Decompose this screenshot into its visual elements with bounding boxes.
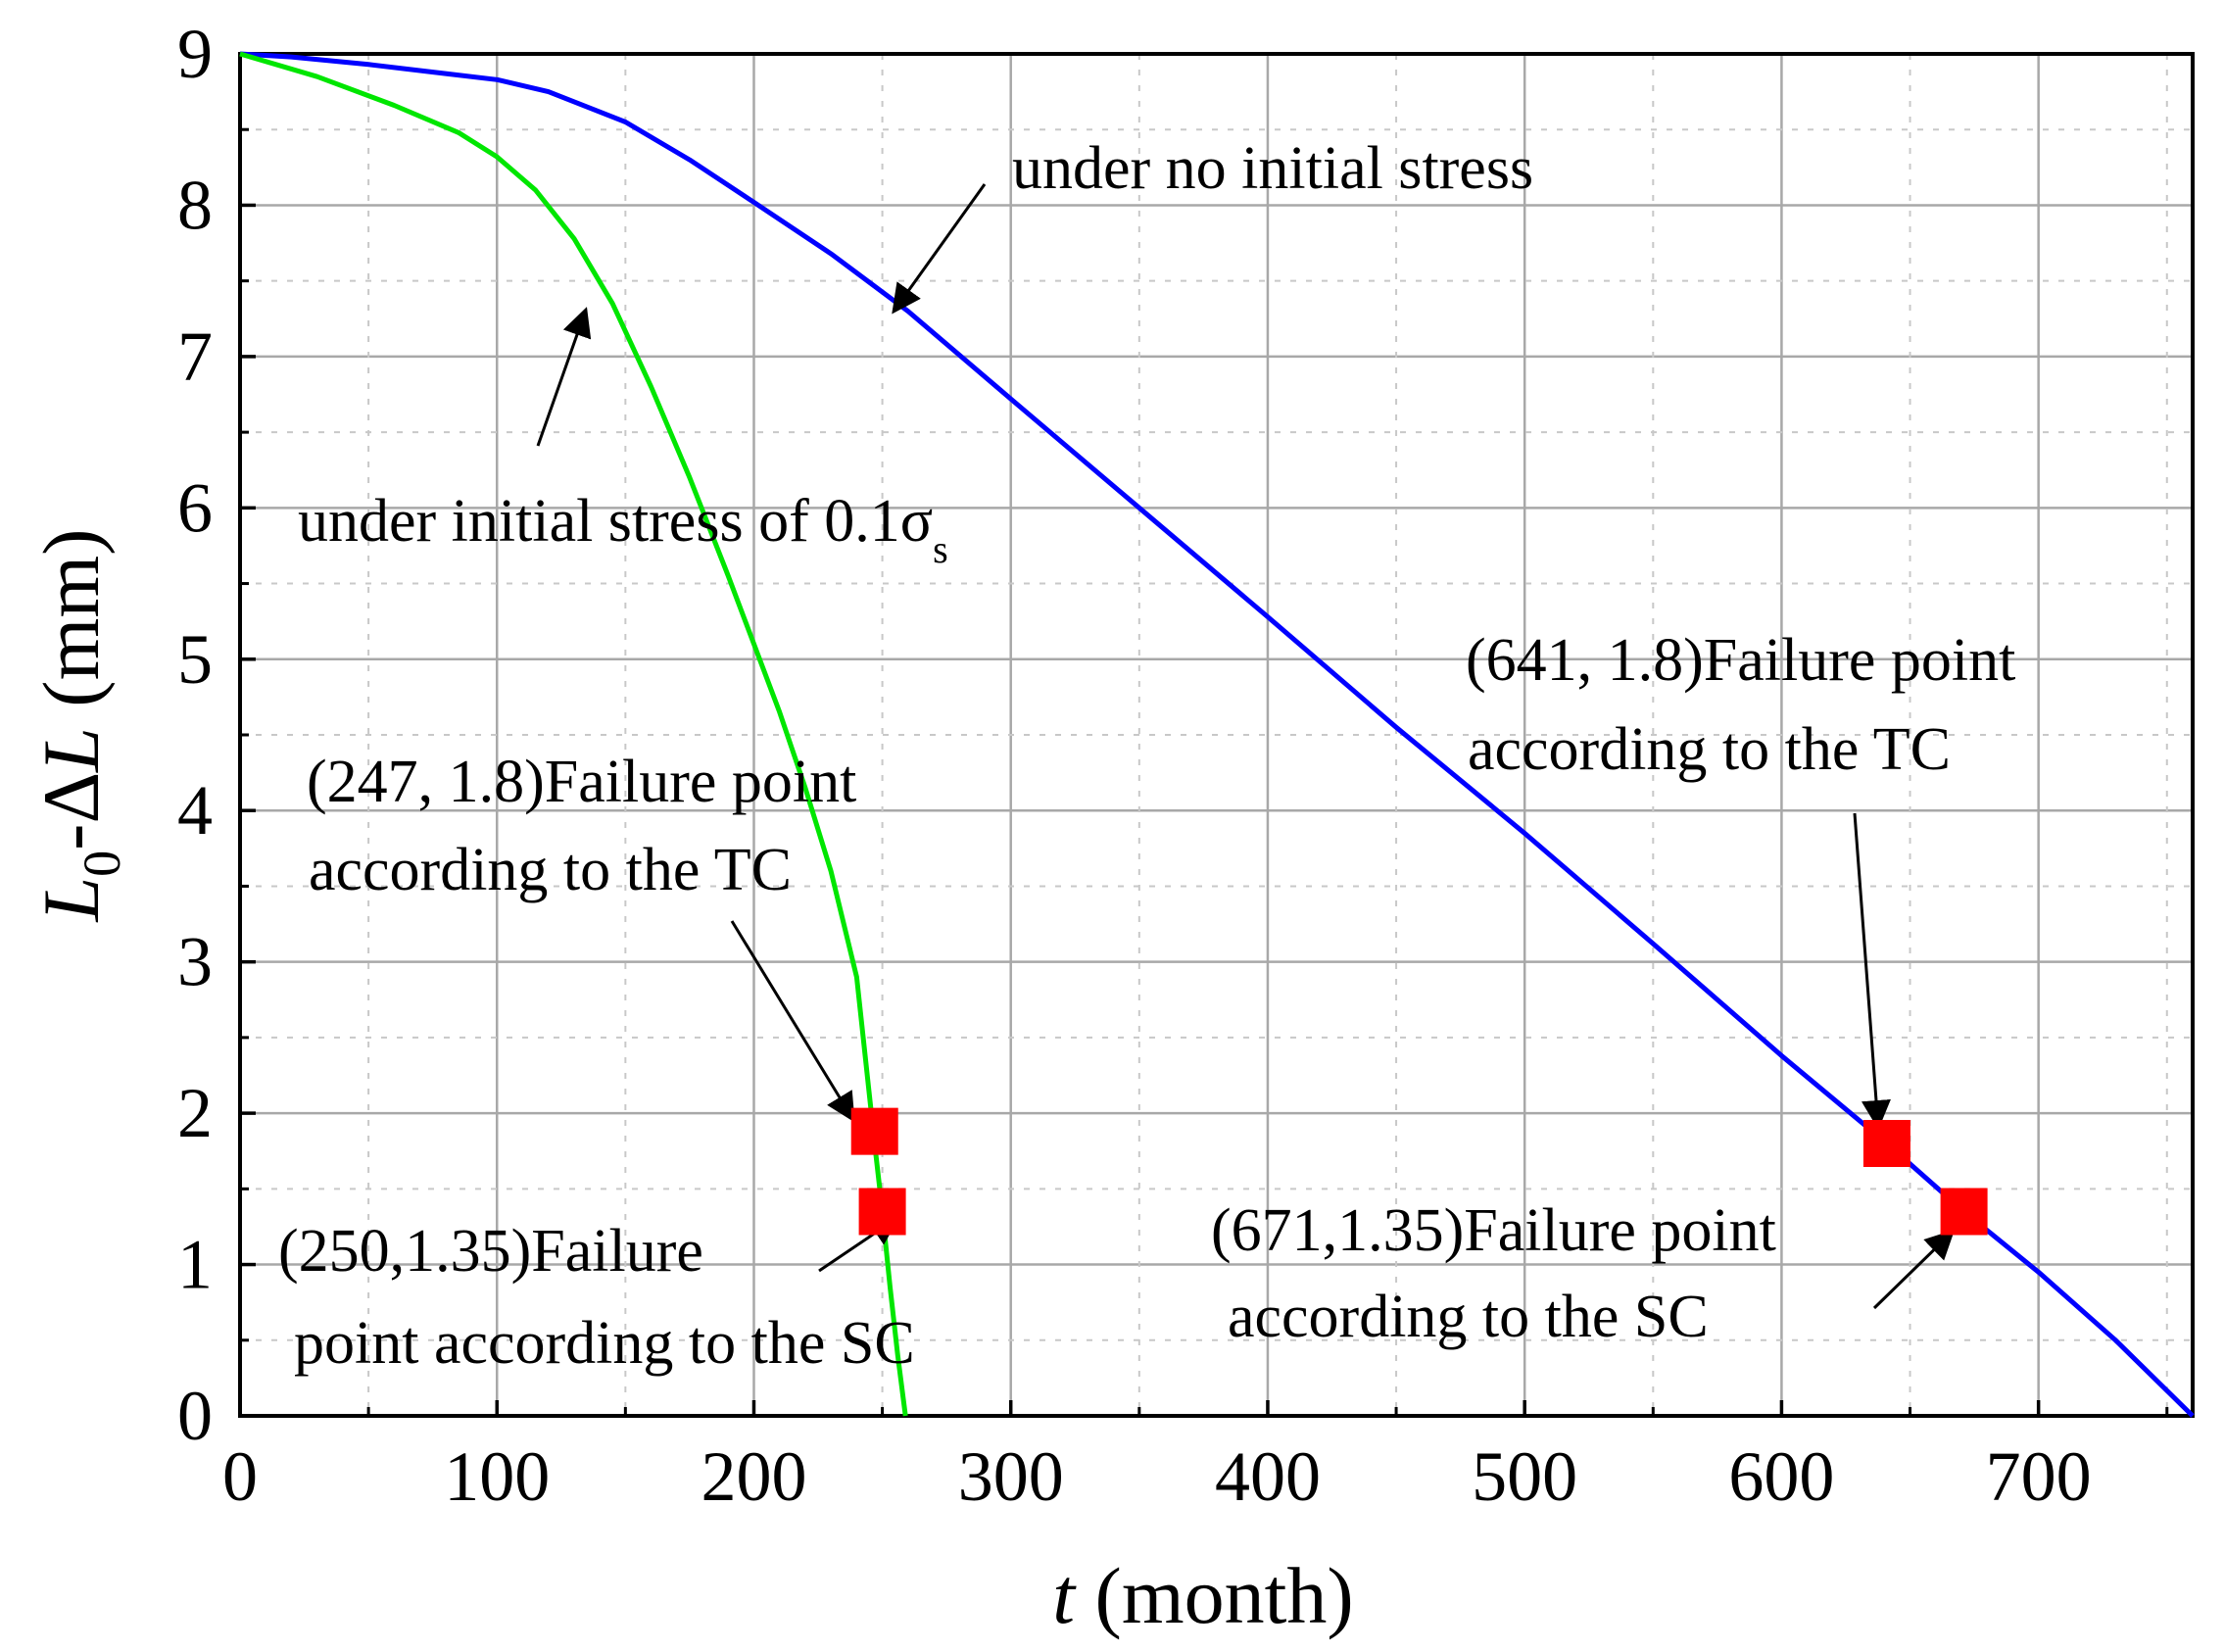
minor-grid-lines: [240, 54, 2193, 1416]
x-axis-title-rest: (month): [1075, 1551, 1354, 1640]
label-sc-671-line2: according to the SC: [1228, 1284, 1709, 1350]
arrow-initial-stress: [536, 307, 592, 447]
annotation-arrows: [536, 183, 1956, 1310]
y-axis-title-L2: L: [26, 727, 116, 773]
label-initial-stress: under initial stress of 0.1σs: [298, 488, 948, 571]
label-tc-247-line1: (247, 1.8)Failure point: [307, 749, 856, 815]
y-tick-label: 8: [177, 166, 213, 244]
arrow-tc-247: [730, 920, 855, 1123]
y-axis-title: L0-ΔL (mm): [26, 529, 131, 923]
failure-markers: [850, 1107, 1988, 1236]
arrow-no-initial-stress: [892, 183, 987, 315]
x-tick-label: 300: [958, 1437, 1064, 1516]
x-tick-label: 600: [1728, 1437, 1834, 1516]
y-tick-label: 4: [177, 771, 213, 850]
arrow-sc-671: [1872, 1229, 1956, 1310]
x-tick-label: 0: [222, 1437, 258, 1516]
label-tc-247-line2: according to the TC: [309, 837, 792, 903]
label-sc-250-line1: (250,1.35)Failure: [278, 1218, 703, 1285]
x-tick-label: 400: [1215, 1437, 1321, 1516]
label-no-initial-stress: under no initial stress: [1012, 135, 1533, 202]
x-axis-title: t (month): [1052, 1551, 1353, 1640]
y-axis-title-L: L: [26, 877, 116, 923]
failure-point-671-sc: [1940, 1188, 1988, 1236]
label-initial-stress-sub: s: [933, 527, 948, 571]
x-axis-title-t: t: [1052, 1551, 1077, 1640]
label-initial-stress-main: under initial stress of 0.1σ: [298, 488, 933, 555]
y-axis-title-unit: (mm): [26, 529, 116, 728]
x-tick-label: 700: [1986, 1437, 2092, 1516]
y-axis-title-dash: -Δ: [26, 772, 116, 850]
tick-labels: 0 100 200 300 400 500 600 700 0 1 2 3 4 5 6 7 8 9: [177, 15, 2092, 1516]
failure-point-250-sc: [858, 1188, 906, 1236]
x-tick-label: 200: [701, 1437, 806, 1516]
y-tick-label: 5: [177, 620, 213, 699]
x-tick-label: 500: [1472, 1437, 1577, 1516]
y-tick-label: 9: [177, 15, 213, 93]
y-tick-label: 6: [177, 468, 213, 547]
arrow-tc-641: [1853, 812, 1891, 1130]
label-tc-641-line1: (641, 1.8)Failure point: [1466, 627, 2015, 694]
y-tick-label: 0: [177, 1377, 213, 1455]
x-tick-label: 100: [444, 1437, 550, 1516]
y-tick-label: 1: [177, 1226, 213, 1304]
label-sc-671-line1: (671,1.35)Failure point: [1211, 1197, 1776, 1264]
y-axis-title-sub: 0: [73, 850, 131, 877]
failure-point-247-tc: [850, 1107, 898, 1155]
annotations: under no initial stress under initial st…: [278, 135, 2015, 1377]
y-tick-label: 3: [177, 923, 213, 1001]
y-tick-label: 7: [177, 317, 213, 396]
failure-point-641-tc: [1862, 1120, 1910, 1167]
label-tc-641-line2: according to the TC: [1468, 716, 1951, 783]
label-sc-250-line2: point according to the SC: [294, 1310, 915, 1377]
y-tick-label: 2: [177, 1074, 213, 1152]
series-no-initial-stress: [239, 51, 2195, 1418]
